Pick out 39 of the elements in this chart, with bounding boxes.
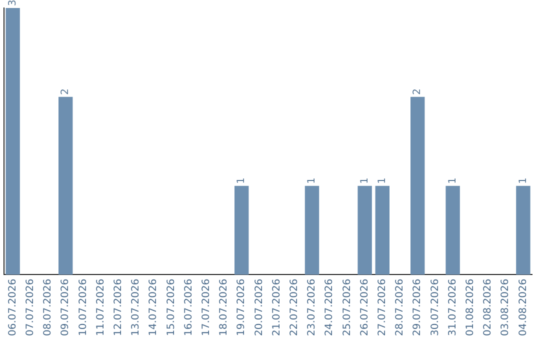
data-label: 2 [412,88,424,95]
data-label: 1 [236,177,248,184]
x-tick-label: 30.07.2026 [430,278,441,336]
x-tick-label: 31.07.2026 [447,278,458,336]
x-tick-label: 22.07.2026 [288,278,300,336]
data-label: 1 [447,177,458,184]
x-tick-label: 16.07.2026 [183,278,194,336]
data-label: 1 [518,177,529,184]
x-tick-label: 19.07.2026 [236,278,248,336]
x-tick-label: 15.07.2026 [166,278,177,336]
x-tick-label: 13.07.2026 [130,278,142,336]
x-tick-label: 28.07.2026 [394,278,406,336]
x-tick-label: 12.07.2026 [112,278,124,336]
x-tick-label: 11.07.2026 [95,278,106,336]
x-tick-label: 26.07.2026 [359,278,370,336]
x-tick-label: 18.07.2026 [218,278,230,336]
x-tick-label: 03.08.2026 [500,278,512,336]
data-label: 1 [359,177,370,184]
x-tick-label: 23.07.2026 [306,278,318,336]
x-tick-label: 01.08.2026 [464,278,476,336]
x-tick-label: 07.07.2026 [24,278,36,336]
data-label: 2 [60,88,72,95]
x-tick-label: 21.07.2026 [271,278,282,336]
x-tick-label: 04.08.2026 [518,278,529,336]
data-label: 3 [7,0,18,6]
x-tick-label: 14.07.2026 [148,278,160,336]
x-tick-label: 08.07.2026 [42,278,54,336]
data-label: 1 [306,177,318,184]
x-tick-label: 09.07.2026 [60,278,72,336]
x-tick-label: 29.07.2026 [412,278,424,336]
x-tick-label: 24.07.2026 [324,278,336,336]
data-label: 1 [376,177,388,184]
x-tick-label: 25.07.2026 [342,278,353,336]
x-tick-label: 10.07.2026 [78,278,89,336]
x-tick-label: 17.07.2026 [200,278,212,336]
x-tick-label: 27.07.2026 [376,278,388,336]
x-tick-label: 20.07.2026 [254,278,265,336]
x-tick-label: 02.08.2026 [482,278,494,336]
x-tick-label: 06.07.2026 [7,278,18,336]
